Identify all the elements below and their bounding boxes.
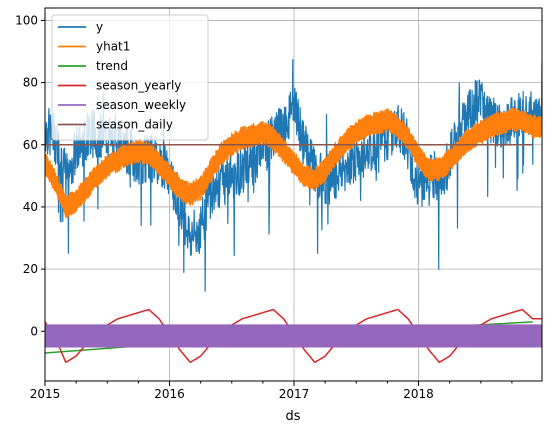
x-tick-label: 2018 xyxy=(403,387,434,401)
legend-label: season_weekly xyxy=(96,98,186,112)
legend-label: trend xyxy=(96,59,128,73)
y-tick-label: 0 xyxy=(30,324,38,338)
series-season-weekly xyxy=(45,324,542,348)
y-tick-label: 100 xyxy=(15,13,38,27)
y-tick-label: 80 xyxy=(23,76,38,90)
legend: y yhat1 trend season_yearly season_weeklysea… xyxy=(51,14,209,141)
x-axis: 2015 2016 2017 2018 xyxy=(30,381,513,401)
x-tick-label: 2017 xyxy=(279,387,310,401)
y-tick-label: 20 xyxy=(23,262,38,276)
y-axis: 0 20 40 60 80 100 xyxy=(15,13,45,338)
legend-label: season_yearly xyxy=(96,79,181,93)
legend-label: yhat1 xyxy=(96,40,130,54)
x-axis-label: ds xyxy=(285,409,300,424)
x-tick-label: 2016 xyxy=(154,387,185,401)
series-yhat1 xyxy=(45,107,542,219)
legend-label: season_daily xyxy=(96,118,173,132)
legend-label: y xyxy=(96,20,103,34)
y-tick-label: 60 xyxy=(23,138,38,152)
y-tick-label: 40 xyxy=(23,200,38,214)
x-tick-label: 2015 xyxy=(30,387,61,401)
plot-area-frame xyxy=(44,7,543,382)
legend-box xyxy=(51,14,209,141)
